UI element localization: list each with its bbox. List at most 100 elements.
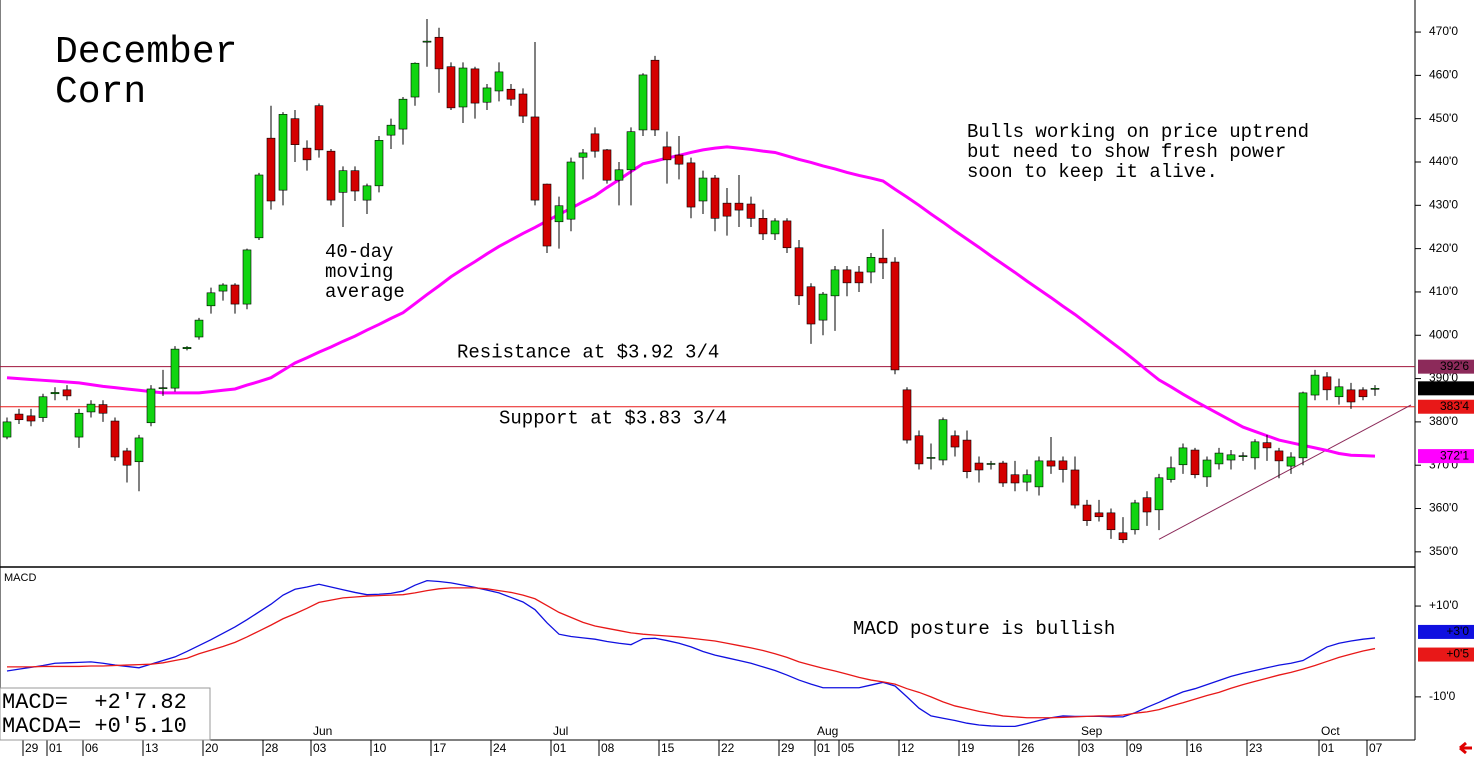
- candle-body: [1034, 460, 1044, 488]
- candle-body: [254, 174, 264, 239]
- candle-body: [86, 403, 96, 413]
- candle-body: [818, 293, 828, 321]
- scroll-arrow[interactable]: [1459, 741, 1472, 755]
- candle-body: [1286, 456, 1296, 467]
- candle-body: [494, 71, 504, 92]
- candle-body: [722, 202, 732, 217]
- annotation: soon to keep it alive.: [967, 161, 1218, 183]
- candle-body: [1106, 512, 1116, 531]
- x-tick-label: 06: [85, 741, 99, 755]
- candle-body: [14, 413, 24, 421]
- candle-body: [830, 269, 840, 297]
- candle-body: [926, 457, 936, 459]
- level-label: Resistance at $3.92 3/4: [457, 342, 719, 364]
- moving-average-label: 40-day moving average: [325, 241, 405, 303]
- candle-body: [890, 261, 900, 371]
- x-tick-label: 29: [781, 741, 795, 755]
- candle-body: [458, 67, 468, 108]
- candle-body: [230, 284, 240, 305]
- candle-body: [542, 183, 552, 247]
- candle-body: [842, 269, 852, 284]
- month-label: Jul: [553, 724, 568, 738]
- candle-body: [554, 205, 564, 223]
- candle-body: [1070, 469, 1080, 506]
- candle-body: [1022, 474, 1032, 483]
- candle-body: [338, 170, 348, 193]
- y-tick-label: 420'0: [1429, 241, 1458, 255]
- candle-body: [770, 220, 780, 235]
- value-tag: +0'5: [1446, 647, 1469, 661]
- candle-body: [590, 133, 600, 152]
- candle-body: [1142, 497, 1152, 513]
- candle-body: [446, 66, 456, 109]
- value-tag-bg: [1418, 381, 1474, 396]
- candle-body: [734, 202, 744, 211]
- candle-body: [1178, 447, 1188, 466]
- x-tick-label: 20: [205, 741, 219, 755]
- candle-body: [1046, 460, 1056, 467]
- y-tick-label: 450'0: [1429, 111, 1458, 125]
- x-tick-label: 23: [1249, 741, 1263, 755]
- panel-title: MACD: [4, 572, 36, 584]
- x-tick-label: 22: [721, 741, 735, 755]
- month-label: Aug: [817, 724, 838, 738]
- value-tag: 392'6: [1440, 359, 1469, 373]
- y-tick-label: 460'0: [1429, 68, 1458, 82]
- y-tick-label: 430'0: [1429, 197, 1458, 211]
- y-tick-label: 390'0: [1429, 371, 1458, 385]
- candle-body: [1154, 477, 1164, 511]
- candle-body: [386, 124, 396, 136]
- x-tick-label: 16: [1189, 741, 1203, 755]
- candle-body: [878, 257, 888, 264]
- candle-body: [266, 137, 276, 202]
- y-tick-label: +10'0: [1429, 598, 1459, 612]
- candle-body: [242, 249, 252, 305]
- candle-body: [1322, 376, 1332, 391]
- candle-body: [998, 462, 1008, 484]
- candle-body: [422, 40, 432, 43]
- candle-body: [674, 154, 684, 165]
- x-tick-label: 03: [1081, 741, 1095, 755]
- candle-body: [470, 68, 480, 104]
- candle-body: [866, 256, 876, 273]
- candle-body: [50, 392, 60, 395]
- candle-body: [506, 88, 516, 100]
- candle-body: [746, 203, 756, 219]
- candle-body: [710, 177, 720, 219]
- candle-body: [134, 437, 144, 463]
- candle-body: [110, 420, 120, 458]
- candle-body: [698, 177, 708, 202]
- x-tick-label: 07: [1369, 741, 1383, 755]
- candle-body: [638, 74, 648, 131]
- candle-body: [794, 247, 804, 297]
- candle-body: [158, 387, 168, 389]
- candle-body: [1010, 474, 1020, 484]
- annotation: MACD posture is bullish: [853, 618, 1115, 640]
- candle-body: [662, 146, 672, 161]
- readout: MACD= +2'7.82: [2, 690, 187, 715]
- candle-body: [290, 118, 300, 145]
- candle-body: [1226, 454, 1236, 461]
- candle-body: [98, 404, 108, 414]
- candle-body: [302, 147, 312, 161]
- candle-body: [1166, 467, 1176, 480]
- value-tag-bg: [1418, 399, 1474, 414]
- candle-body: [974, 462, 984, 471]
- candle-body: [1250, 441, 1260, 459]
- y-tick-label: 350'0: [1429, 544, 1458, 558]
- x-tick-label: 03: [313, 741, 327, 755]
- candle-body: [1202, 459, 1212, 478]
- candle-body: [410, 62, 420, 98]
- candle-body: [650, 59, 660, 131]
- candle-body: [986, 463, 996, 465]
- candle-body: [1190, 449, 1200, 476]
- candle-body: [182, 347, 192, 349]
- candle-body: [434, 36, 444, 70]
- trendline: [1158, 404, 1412, 540]
- candle-body: [326, 150, 336, 201]
- macd-line: [6, 579, 1376, 728]
- candle-body: [1214, 452, 1224, 465]
- y-tick-label: 360'0: [1429, 501, 1458, 515]
